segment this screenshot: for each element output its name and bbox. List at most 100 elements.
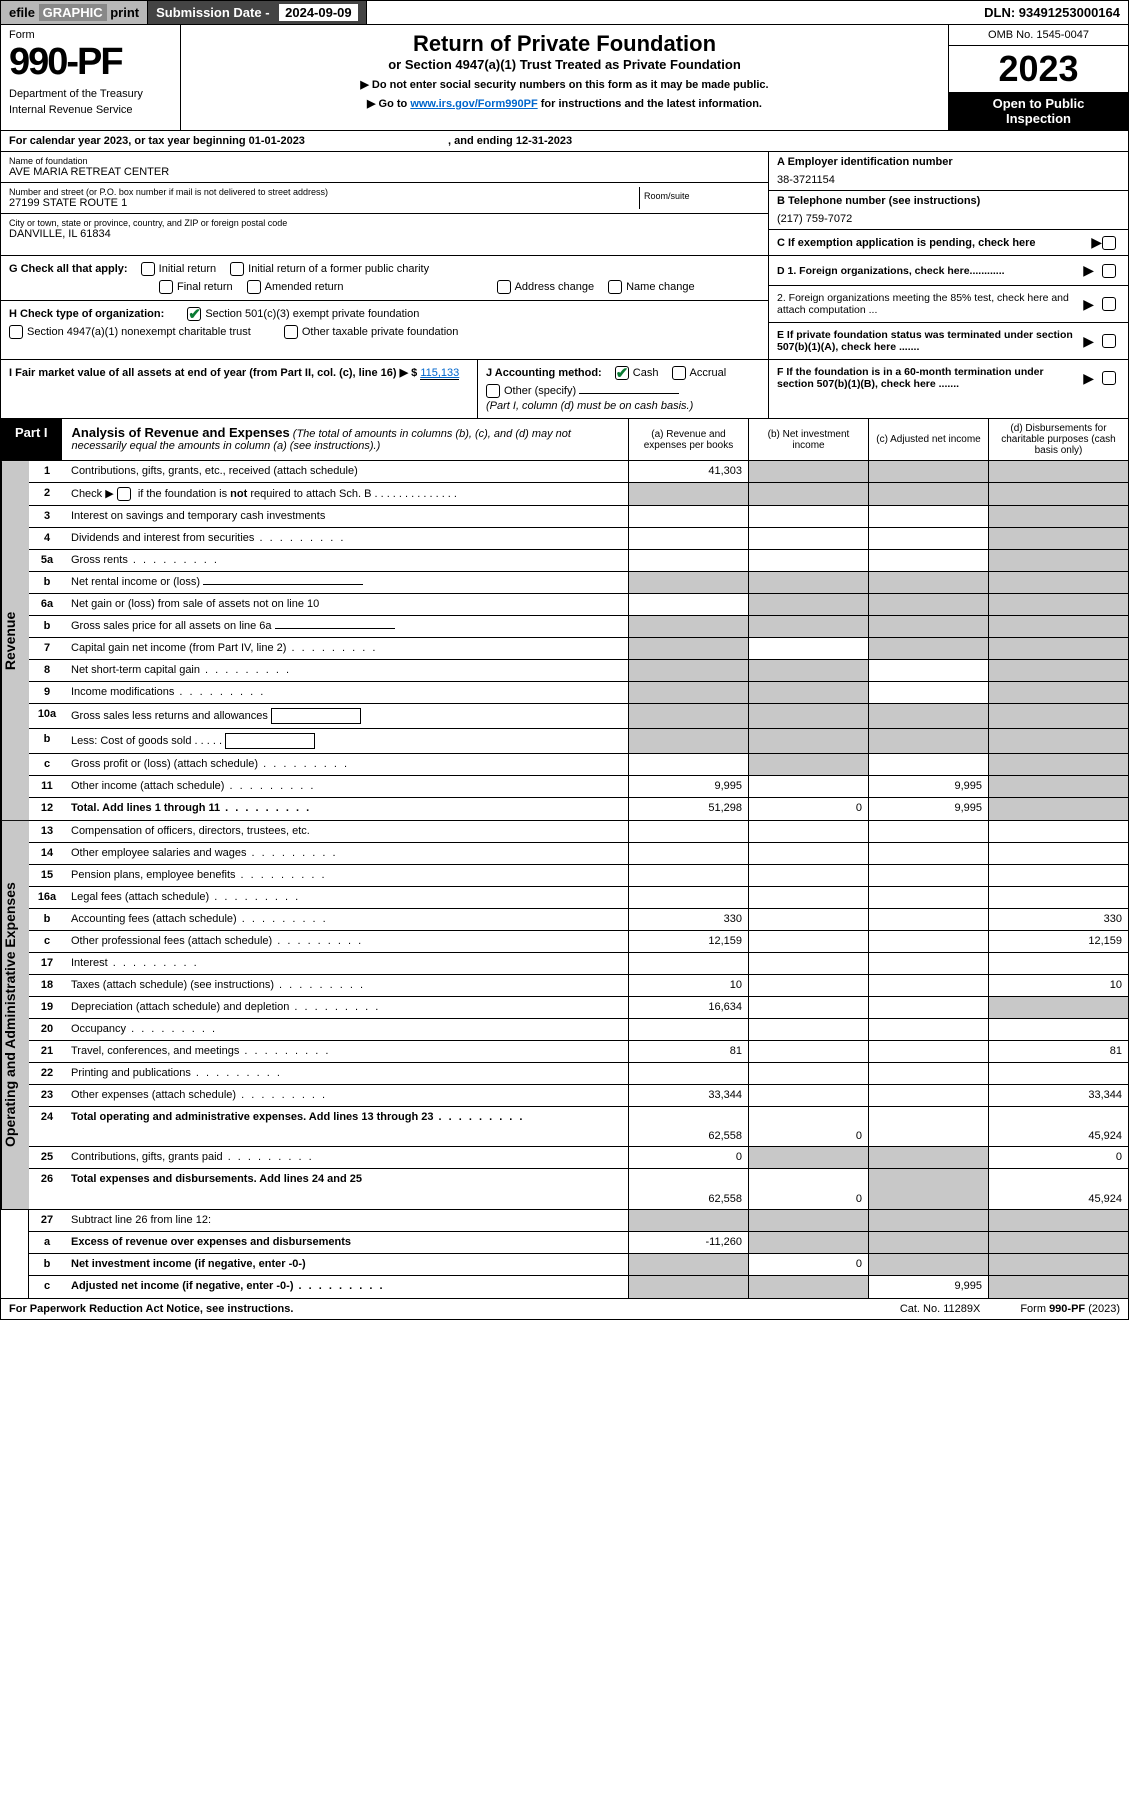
cell-a (628, 506, 748, 527)
cell-c: 9,995 (868, 798, 988, 820)
desc: Gross profit or (loss) (attach schedule) (65, 754, 628, 775)
j-accrual-checkbox[interactable] (672, 366, 686, 380)
cell-b (748, 729, 868, 753)
cell-b (748, 461, 868, 482)
entity-left: Name of foundation AVE MARIA RETREAT CEN… (1, 152, 768, 255)
ln: 1 (29, 461, 65, 482)
ln: 5a (29, 550, 65, 571)
d2-label: 2. Foreign organizations meeting the 85%… (777, 292, 1083, 316)
addr-value: 27199 STATE ROUTE 1 (9, 197, 639, 209)
ln: b (29, 572, 65, 593)
ln: 4 (29, 528, 65, 549)
desc-text: Gross sales less returns and allowances (71, 710, 268, 722)
cell-b (748, 1041, 868, 1062)
h-501c3-checkbox[interactable] (187, 307, 201, 321)
header-left: Form 990-PF Department of the Treasury I… (1, 25, 181, 130)
cell-c (868, 682, 988, 703)
cell-c (868, 1232, 988, 1253)
cell-d (988, 483, 1128, 505)
ln: 6a (29, 594, 65, 615)
desc: Net rental income or (loss) (65, 572, 628, 593)
cell-d: 330 (988, 909, 1128, 930)
g-opt-2: Final return (177, 281, 233, 293)
entity-info: Name of foundation AVE MARIA RETREAT CEN… (0, 152, 1129, 256)
cell-b (748, 843, 868, 864)
desc: Dividends and interest from securities (65, 528, 628, 549)
cell-d (988, 953, 1128, 974)
ln: 15 (29, 865, 65, 886)
goto-pre: ▶ Go to (367, 98, 410, 110)
efile-button[interactable]: efile GRAPHIC print (1, 1, 148, 24)
cell-a (628, 616, 748, 637)
j-label: J Accounting method: (486, 367, 602, 379)
ln: 10a (29, 704, 65, 728)
cell-b (748, 1085, 868, 1106)
desc: Net short-term capital gain (65, 660, 628, 681)
cell-a (628, 638, 748, 659)
cell-d (988, 754, 1128, 775)
g-amended-checkbox[interactable] (247, 280, 261, 294)
cell-a (628, 528, 748, 549)
ln: 11 (29, 776, 65, 797)
h-opt-1: Section 501(c)(3) exempt private foundat… (205, 308, 419, 320)
desc-text: Net rental income or (loss) (71, 576, 200, 588)
cell-d: 33,344 (988, 1085, 1128, 1106)
cell-a (628, 1019, 748, 1040)
i-label: I Fair market value of all assets at end… (9, 367, 420, 379)
cell-c (868, 483, 988, 505)
cell-d (988, 660, 1128, 681)
ln: 3 (29, 506, 65, 527)
j-other-checkbox[interactable] (486, 384, 500, 398)
g-initial-checkbox[interactable] (141, 262, 155, 276)
ln: 17 (29, 953, 65, 974)
ln: b (29, 616, 65, 637)
j-cash-checkbox[interactable] (615, 366, 629, 380)
header-center: Return of Private Foundation or Section … (181, 25, 948, 130)
ln: b (29, 909, 65, 930)
g-opt-0: Initial return (159, 263, 216, 275)
cell-d (988, 638, 1128, 659)
f-label: F If the foundation is in a 60-month ter… (777, 366, 1083, 390)
g-name-checkbox[interactable] (608, 280, 622, 294)
f-checkbox[interactable] (1102, 371, 1116, 385)
cell-a: 330 (628, 909, 748, 930)
desc: Total operating and administrative expen… (65, 1107, 628, 1146)
i-value[interactable]: 115,133 (420, 367, 459, 380)
desc: Excess of revenue over expenses and disb… (65, 1232, 628, 1253)
desc: Pension plans, employee benefits (65, 865, 628, 886)
j-other: Other (specify) (504, 385, 576, 397)
h-other-checkbox[interactable] (284, 325, 298, 339)
g-final-checkbox[interactable] (159, 280, 173, 294)
d1-checkbox[interactable] (1102, 264, 1116, 278)
h-4947-checkbox[interactable] (9, 325, 23, 339)
desc: Total. Add lines 1 through 11 (65, 798, 628, 820)
name-row: Name of foundation AVE MARIA RETREAT CEN… (1, 152, 768, 183)
g-address-checkbox[interactable] (497, 280, 511, 294)
cell-c: 9,995 (868, 776, 988, 797)
cell-b: 0 (748, 1169, 868, 1209)
calendar-year-row: For calendar year 2023, or tax year begi… (0, 131, 1129, 152)
ln: b (29, 1254, 65, 1275)
arrow-icon: ▶ (1083, 370, 1094, 387)
desc: Accounting fees (attach schedule) (65, 909, 628, 930)
revenue-section: Revenue 1Contributions, gifts, grants, e… (0, 461, 1129, 821)
cell-a (628, 1276, 748, 1298)
g-initial-public-checkbox[interactable] (230, 262, 244, 276)
form-link[interactable]: www.irs.gov/Form990PF (410, 98, 537, 110)
addr-label: Number and street (or P.O. box number if… (9, 187, 639, 197)
desc: Other income (attach schedule) (65, 776, 628, 797)
ln: 22 (29, 1063, 65, 1084)
e-checkbox[interactable] (1102, 334, 1116, 348)
cell-c (868, 528, 988, 549)
d2-checkbox[interactable] (1102, 297, 1116, 311)
desc: Interest (65, 953, 628, 974)
j-note: (Part I, column (d) must be on cash basi… (486, 400, 760, 412)
ein-row: A Employer identification number 38-3721… (769, 152, 1128, 191)
schb-checkbox[interactable] (117, 487, 131, 501)
desc: Other professional fees (attach schedule… (65, 931, 628, 952)
g-d-row: G Check all that apply: Initial return I… (0, 256, 1129, 360)
cell-b (748, 572, 868, 593)
d-e-section: D 1. Foreign organizations, check here..… (768, 256, 1128, 359)
exemption-checkbox[interactable] (1102, 236, 1116, 250)
cell-a (628, 887, 748, 908)
